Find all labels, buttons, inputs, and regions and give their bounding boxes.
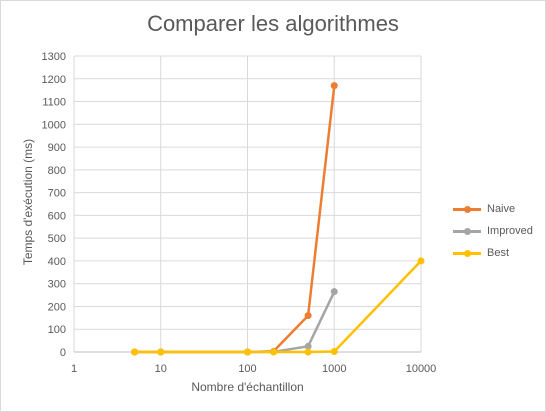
chart-title: Comparer les algorithmes — [147, 11, 399, 36]
legend: Naive Improved Best — [453, 198, 533, 264]
data-point-best — [131, 348, 139, 356]
data-point-naive — [330, 82, 338, 90]
data-point-improved — [330, 288, 338, 296]
data-point-best — [330, 348, 338, 356]
data-point-best — [244, 348, 251, 356]
legend-swatch — [453, 248, 481, 258]
y-tick-label: 1300 — [42, 51, 66, 63]
series-line-improved — [134, 291, 336, 354]
y-tick-label: 300 — [48, 279, 66, 291]
y-tick-label: 500 — [48, 233, 66, 245]
y-tick-label: 0 — [60, 347, 66, 359]
x-tick-label: 1000 — [322, 363, 346, 375]
y-tick-label: 600 — [48, 210, 66, 222]
series-line-naive — [134, 85, 336, 354]
y-tick-label: 1200 — [42, 74, 66, 86]
x-tick-label: 100 — [238, 363, 256, 375]
gridlines — [74, 55, 422, 352]
data-point-improved — [304, 342, 312, 350]
data-point-best — [157, 348, 165, 356]
x-axis-title: Nombre d'échantillon — [191, 380, 304, 394]
legend-item-naive: Naive — [453, 198, 533, 220]
y-tick-label: 700 — [48, 188, 66, 200]
legend-swatch — [453, 204, 481, 214]
legend-label: Improved — [487, 225, 533, 237]
legend-item-improved: Improved — [453, 220, 533, 242]
legend-label: Best — [487, 247, 510, 259]
y-tick-label: 100 — [48, 324, 66, 336]
data-point-naive — [304, 312, 312, 320]
y-tick-label: 800 — [48, 165, 66, 177]
data-point-best — [417, 257, 425, 265]
data-point-best — [270, 348, 278, 356]
legend-item-best: Best — [453, 242, 533, 264]
x-tick-label: 10000 — [406, 363, 437, 375]
x-tick-label: 1 — [71, 363, 77, 375]
data-point-best — [304, 348, 312, 356]
axes: 0100200300400500600700800900100011001200… — [42, 51, 437, 375]
y-tick-label: 1000 — [42, 119, 66, 131]
legend-label: Naive — [487, 203, 516, 215]
legend-swatch — [453, 226, 481, 236]
y-tick-label: 1100 — [42, 97, 66, 109]
x-tick-label: 10 — [155, 363, 167, 375]
series-lines — [131, 82, 425, 356]
y-tick-label: 200 — [48, 301, 66, 313]
y-tick-label: 400 — [48, 256, 66, 268]
y-tick-label: 900 — [48, 142, 66, 154]
